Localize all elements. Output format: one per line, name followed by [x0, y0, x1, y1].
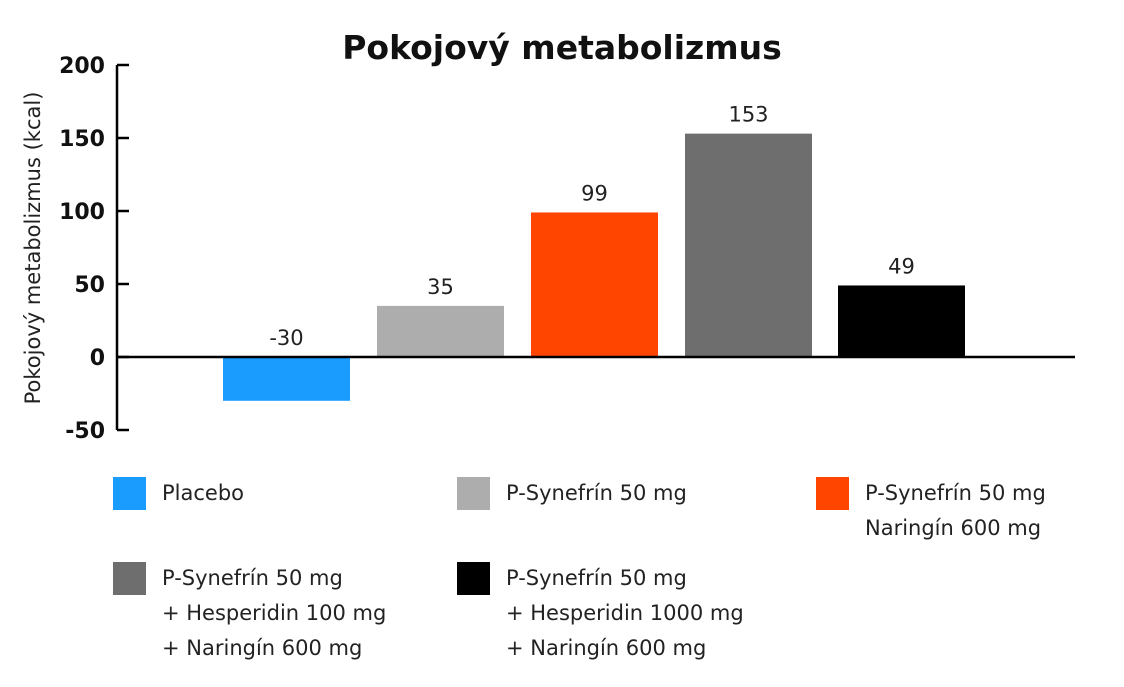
data-label: 153 [728, 103, 768, 127]
legend-label-line: + Hesperidin 1000 mg [506, 601, 744, 625]
legend-item: P-Synefrín 50 mg + Hesperidin 100 mg + Nar… [113, 562, 386, 666]
y-tick-label: 150 [59, 127, 105, 152]
legend-item: P-Synefrín 50 mg [457, 477, 687, 511]
bar-chart: 200 150 100 50 0 -50 -30 35 99 153 49 [59, 54, 1075, 444]
y-tick-label: 0 [90, 346, 105, 371]
legend-item: P-Synefrín 50 mg + Hesperidin 1000 mg + Na… [457, 562, 744, 666]
legend-item: Placebo [113, 477, 244, 511]
legend-label: P-Synefrín 50 mg + Hesperidin 100 mg + Nar… [162, 561, 386, 666]
legend-swatch [457, 477, 490, 510]
legend-label-line: P-Synefrín 50 mg [506, 481, 687, 505]
y-tick-label: -50 [65, 419, 105, 444]
legend-label-line: Placebo [162, 481, 245, 505]
y-tick-label: 100 [59, 200, 105, 225]
data-label: -30 [269, 326, 303, 350]
data-label: 49 [888, 254, 915, 278]
legend-label: Placebo [162, 476, 244, 511]
legend-label-line: P-Synefrín 50 mg [506, 566, 687, 590]
legend-swatch [113, 477, 146, 510]
legend-item: P-Synefrín 50 mg Naringín 600 mg [816, 477, 1046, 546]
legend-label-line: P-Synefrín 50 mg [865, 481, 1046, 505]
legend-label: P-Synefrín 50 mg + Hesperidin 1000 mg + Na… [506, 561, 744, 666]
legend-label-line: + Naringín 600 mg [506, 636, 707, 660]
y-tick-label: 50 [74, 273, 105, 298]
bar [223, 357, 350, 401]
bar [377, 305, 504, 357]
bar [685, 133, 812, 357]
chart-title: Pokojový metabolizmus [342, 28, 782, 67]
legend-swatch [457, 562, 490, 595]
bar [531, 212, 658, 357]
legend-label: P-Synefrín 50 mg [506, 476, 687, 511]
legend-label-line: P-Synefrín 50 mg [162, 566, 343, 590]
legend-label-line: Naringín 600 mg [865, 516, 1042, 540]
legend-label-line: + Naringín 600 mg [162, 636, 363, 660]
legend-label: P-Synefrín 50 mg Naringín 600 mg [865, 476, 1046, 546]
legend-swatch [113, 562, 146, 595]
y-tick-label: 200 [59, 54, 105, 79]
data-label: 99 [581, 181, 608, 205]
bar [838, 285, 965, 357]
legend-swatch [816, 477, 849, 510]
legend-label-line: + Hesperidin 100 mg [162, 601, 387, 625]
data-label: 35 [427, 275, 454, 299]
